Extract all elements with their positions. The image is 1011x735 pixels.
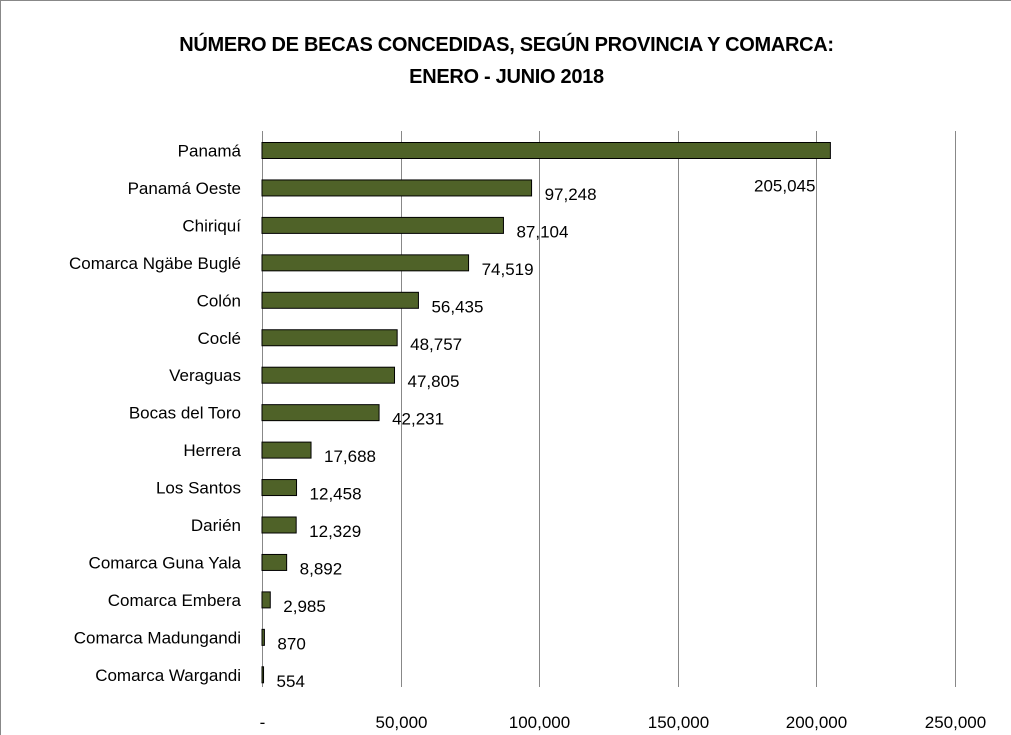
chart-title: NÚMERO DE BECAS CONCEDIDAS, SEGÚN PROVIN… xyxy=(1,29,1011,93)
bar-1 xyxy=(261,179,533,197)
category-label-0: Panamá xyxy=(178,142,242,161)
x-tick-label-1: 50,000 xyxy=(376,713,428,732)
category-label-2: Chiriquí xyxy=(182,216,241,235)
value-label-12: 2,985 xyxy=(283,597,326,616)
x-tick-labels: - 50,000 100,000 150,000 200,000 250,000 xyxy=(260,713,987,732)
value-labels: 205,045 97,248 87,104 74,519 56,435 48,757 47,… xyxy=(277,177,816,691)
bar-4 xyxy=(261,291,419,309)
x-tick-label-2: 100,000 xyxy=(509,713,570,732)
category-label-9: Los Santos xyxy=(156,479,241,498)
chart-title-line-1: NÚMERO DE BECAS CONCEDIDAS, SEGÚN PROVIN… xyxy=(179,34,834,56)
bar-0 xyxy=(261,142,831,159)
category-label-5: Coclé xyxy=(198,329,241,348)
grid-lines xyxy=(262,131,956,687)
category-label-1: Panamá Oeste xyxy=(128,179,241,198)
bar-12 xyxy=(261,591,271,609)
chart-title-line-2: ENERO - JUNIO 2018 xyxy=(409,66,604,88)
bar-8 xyxy=(261,441,312,459)
category-label-7: Bocas del Toro xyxy=(129,404,241,423)
value-label-14: 554 xyxy=(277,672,305,691)
value-label-4: 56,435 xyxy=(431,297,483,316)
value-label-3: 74,519 xyxy=(482,260,534,279)
category-label-13: Comarca Madungandi xyxy=(74,628,241,647)
category-label-10: Darién xyxy=(191,516,241,535)
category-labels: Panamá Panamá Oeste Chiriquí Comarca Ngäbe … xyxy=(69,142,242,685)
value-label-6: 47,805 xyxy=(408,372,460,391)
category-label-6: Veraguas xyxy=(169,366,241,385)
bar-6 xyxy=(261,366,396,384)
bar-3 xyxy=(261,254,470,272)
bar-7 xyxy=(261,404,380,422)
value-label-2: 87,104 xyxy=(516,222,568,241)
bar-5 xyxy=(261,329,398,347)
bar-9 xyxy=(261,479,298,497)
category-label-12: Comarca Embera xyxy=(108,591,242,610)
category-label-8: Herrera xyxy=(183,441,241,460)
value-label-8: 17,688 xyxy=(324,447,376,466)
value-label-1: 97,248 xyxy=(545,185,597,204)
value-label-13: 870 xyxy=(277,634,305,653)
bars xyxy=(261,142,831,684)
category-label-11: Comarca Guna Yala xyxy=(89,553,242,572)
value-label-11: 8,892 xyxy=(300,559,343,578)
value-label-10: 12,329 xyxy=(309,522,361,541)
category-label-4: Colón xyxy=(197,291,241,310)
category-label-14: Comarca Wargandi xyxy=(95,666,241,685)
x-tick-label-3: 150,000 xyxy=(648,713,709,732)
bar-13 xyxy=(261,628,265,646)
bar-14 xyxy=(261,666,265,684)
value-label-0: 205,045 xyxy=(754,177,815,196)
x-tick-label-0: - xyxy=(260,713,266,732)
category-label-3: Comarca Ngäbe Buglé xyxy=(69,254,241,273)
x-tick-label-4: 200,000 xyxy=(786,713,847,732)
value-label-7: 42,231 xyxy=(392,410,444,429)
value-label-5: 48,757 xyxy=(410,335,462,354)
bar-10 xyxy=(261,516,297,534)
value-label-9: 12,458 xyxy=(310,485,362,504)
x-tick-label-5: 250,000 xyxy=(925,713,986,732)
bar-2 xyxy=(261,216,504,234)
bar-11 xyxy=(261,553,288,571)
